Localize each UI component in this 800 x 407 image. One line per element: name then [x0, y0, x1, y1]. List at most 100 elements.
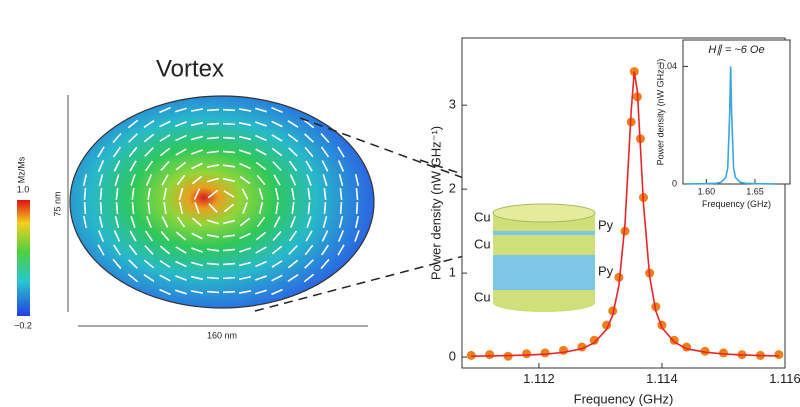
arrow: [176, 216, 186, 228]
arrow: [115, 187, 119, 201]
arrow: [159, 147, 171, 157]
arrow: [83, 187, 87, 201]
data-point: [589, 335, 599, 345]
arrow: [239, 149, 251, 155]
arrow: [159, 260, 171, 268]
arrow: [144, 245, 154, 255]
arrow: [306, 174, 312, 186]
arrow: [241, 188, 249, 200]
arrow: [303, 119, 315, 129]
arrow: [206, 234, 220, 238]
plot-frame: [682, 39, 791, 185]
layer-label: Py: [598, 217, 614, 232]
arrow: [255, 275, 267, 281]
arrow: [291, 187, 295, 201]
arrow: [143, 273, 155, 283]
arrow: [255, 121, 267, 127]
arrow: [115, 201, 119, 215]
magnetization-arrows: [82, 106, 360, 296]
arrow: [113, 160, 121, 172]
arrow: [163, 201, 167, 215]
arrow: [206, 136, 220, 140]
arrow: [159, 288, 171, 296]
arrow: [322, 174, 328, 186]
arrow: [191, 135, 203, 141]
inset-chart: 1.60 1.65 0 0.04 Frequency (GHz) Power densit…: [655, 39, 791, 209]
layer-label: Cu: [474, 209, 491, 224]
arrow: [206, 164, 220, 168]
arrow: [98, 173, 104, 187]
y-tick-label: 2: [449, 181, 456, 196]
arrow: [355, 187, 359, 201]
arrow: [175, 289, 187, 295]
arrow: [355, 201, 359, 215]
arrow: [239, 247, 251, 253]
x-axis-label: Frequency (GHz): [574, 391, 674, 406]
arrow: [222, 262, 236, 266]
arrow: [128, 244, 138, 256]
y-tick-label: 0: [449, 349, 456, 364]
arrow: [146, 216, 152, 228]
arrow: [273, 216, 281, 228]
arrow: [271, 288, 283, 296]
arrow: [222, 164, 236, 168]
arrow: [144, 147, 154, 157]
arrow: [82, 173, 88, 187]
arrow: [159, 245, 171, 255]
arrow: [321, 230, 329, 242]
arrow: [337, 230, 345, 242]
arrow: [191, 162, 203, 170]
arrow: [129, 160, 137, 172]
arrow: [131, 201, 135, 215]
arrow: [145, 174, 153, 186]
arrow: [287, 259, 299, 269]
arrow: [98, 215, 104, 229]
arrow: [82, 215, 88, 229]
arrow: [160, 161, 170, 171]
arrow: [222, 136, 236, 140]
arrow: [175, 134, 187, 142]
data-point: [614, 272, 624, 282]
arrow: [175, 107, 187, 113]
arrow: [207, 177, 219, 183]
arrow: [271, 106, 283, 114]
arrow: [256, 216, 266, 228]
arrow: [274, 187, 280, 201]
arrow: [238, 108, 252, 112]
arrow: [239, 217, 251, 227]
arrow: [207, 219, 219, 225]
arrow: [163, 187, 167, 201]
arrow: [307, 187, 311, 201]
arrow: [159, 274, 171, 282]
arrow: [127, 273, 139, 283]
arrow: [222, 150, 236, 154]
colorbar-min: −0.2: [14, 320, 32, 330]
arrow: [337, 244, 345, 256]
arrow: [206, 108, 220, 112]
layer-label: Cu: [474, 289, 491, 304]
arrow: [112, 258, 122, 270]
arrow: [239, 175, 251, 185]
arrow: [130, 174, 136, 186]
arrow: [337, 160, 345, 172]
arrow: [255, 148, 267, 156]
arrow: [112, 132, 122, 144]
arrow: [222, 290, 236, 294]
arrow: [206, 290, 220, 294]
colorbar: [17, 200, 30, 316]
arrow: [272, 230, 282, 242]
arrow: [129, 230, 137, 242]
inset-title: H∥ = ~6 Oe: [708, 44, 764, 56]
arrow: [206, 276, 220, 280]
arrow: [239, 162, 251, 170]
arrow: [175, 275, 187, 281]
arrow: [323, 187, 327, 201]
arrow: [258, 201, 264, 215]
arrow: [191, 175, 203, 185]
arrow: [159, 106, 171, 114]
arrow: [99, 201, 103, 215]
arrow: [255, 246, 267, 254]
arrow: [176, 174, 186, 186]
